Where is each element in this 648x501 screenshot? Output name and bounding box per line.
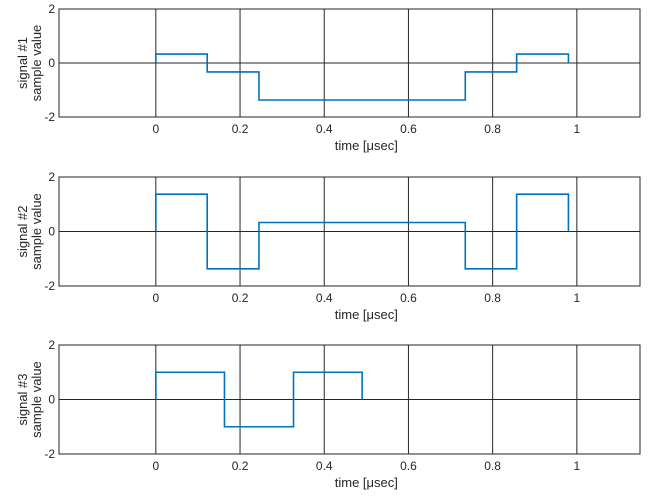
- x-tick-label: 0.4: [316, 122, 333, 136]
- x-axis-label: time [μsec]: [335, 307, 398, 322]
- x-axis-label: time [μsec]: [335, 475, 398, 490]
- subplot-3: 0 0.2 0.4 0.6 0.8 1 -2 0 2 time [μsec] signal #3 sa…: [15, 338, 641, 490]
- y-axis-label-line-2: sample value: [29, 193, 44, 270]
- signal-2-line: [155, 193, 570, 270]
- axes-box: [58, 8, 641, 118]
- y-tick-label: -2: [44, 110, 55, 124]
- x-tick-label: 0.2: [232, 459, 249, 473]
- x-tick-label: 1: [574, 459, 581, 473]
- x-axis-label: time [μsec]: [335, 138, 398, 153]
- x-tick-label: 0: [152, 459, 159, 473]
- y-tick-label: -2: [44, 279, 55, 293]
- x-tick-label: 1: [574, 122, 581, 136]
- y-axis-label-line-2: sample value: [29, 361, 44, 438]
- x-tick-label: 0: [152, 122, 159, 136]
- x-tick-label: 0.6: [400, 459, 417, 473]
- signal-1-line: [155, 53, 570, 101]
- y-tick-label: 2: [48, 338, 55, 352]
- signal-3-line: [155, 371, 363, 428]
- y-axis-label-line-2: sample value: [29, 25, 44, 102]
- y-tick-label: 0: [48, 225, 55, 239]
- y-tick-label: 0: [48, 56, 55, 70]
- subplot-1: 0 0.2 0.4 0.6 0.8 1 -2 0 2 time [μsec] signal #1 sa…: [15, 2, 641, 153]
- x-tick-label: 0.8: [484, 122, 501, 136]
- x-tick-label: 0.8: [484, 291, 501, 305]
- x-tick-label: 0: [152, 291, 159, 305]
- y-tick-label: 2: [48, 170, 55, 184]
- y-tick-label: -2: [44, 447, 55, 461]
- y-tick-label: 2: [48, 2, 55, 16]
- x-tick-label: 0.2: [232, 122, 249, 136]
- axes-box: [58, 176, 641, 287]
- x-tick-label: 0.6: [400, 122, 417, 136]
- x-tick-label: 0.6: [400, 291, 417, 305]
- y-axis-label-line-1: signal #3: [15, 373, 30, 425]
- y-axis-label-line-1: signal #1: [15, 37, 30, 89]
- axes-box: [58, 344, 641, 455]
- x-tick-label: 0.4: [316, 291, 333, 305]
- x-tick-label: 0.8: [484, 459, 501, 473]
- subplot-2: 0 0.2 0.4 0.6 0.8 1 -2 0 2 time [μsec] signal #2 sa…: [15, 170, 641, 322]
- y-axis-label-line-1: signal #2: [15, 205, 30, 257]
- x-tick-label: 0.4: [316, 459, 333, 473]
- y-tick-label: 0: [48, 393, 55, 407]
- x-tick-label: 0.2: [232, 291, 249, 305]
- x-tick-label: 1: [574, 291, 581, 305]
